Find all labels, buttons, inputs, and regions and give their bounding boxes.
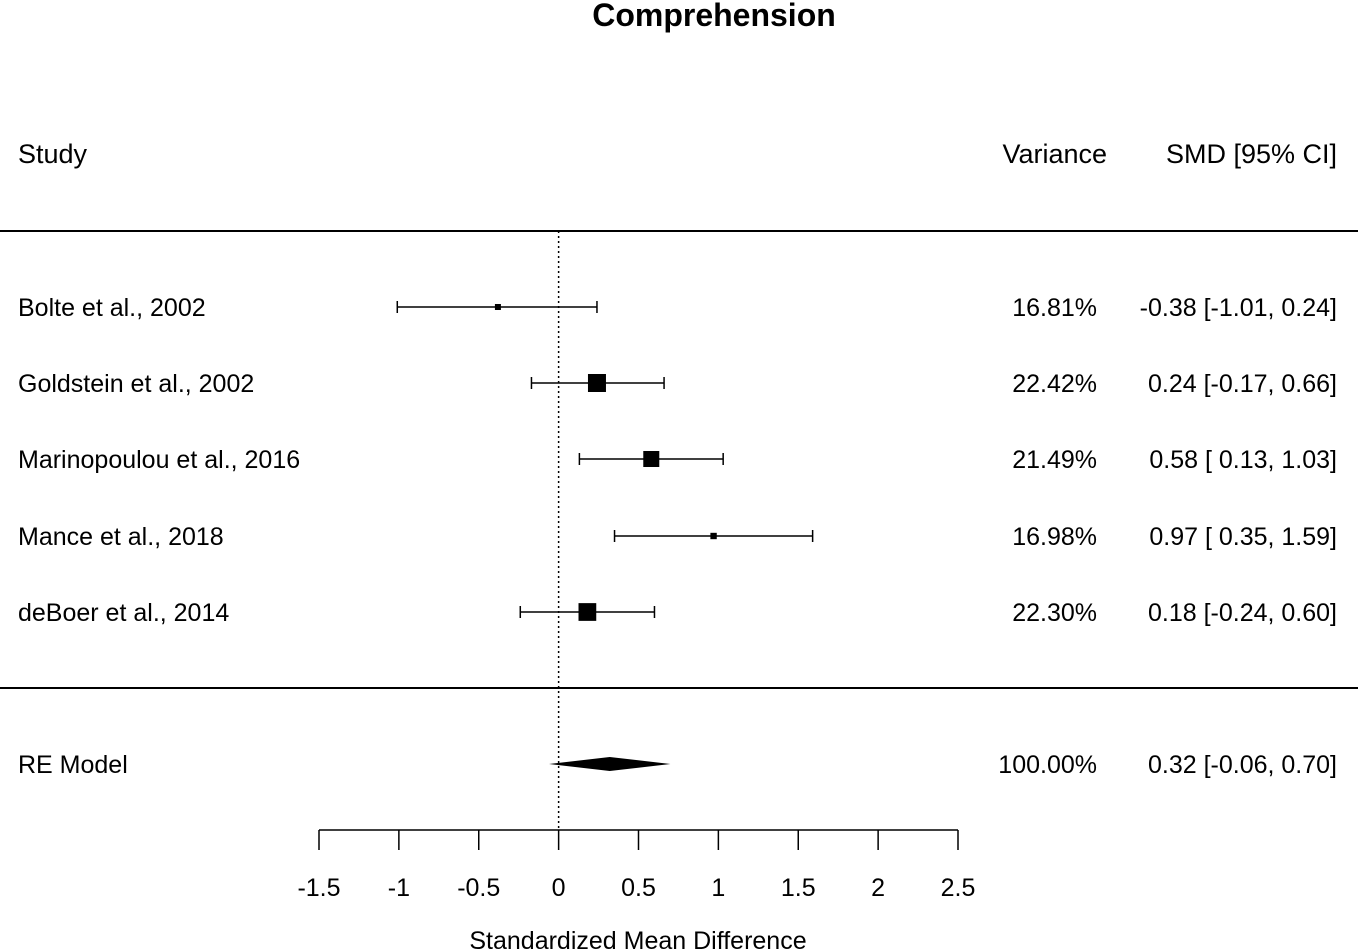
summary-row: RE Model 100.00% 0.32 [-0.06, 0.70] xyxy=(18,751,1337,779)
summary-weight: 100.00% xyxy=(998,751,1097,779)
x-tick-label: 1.5 xyxy=(781,874,816,902)
x-tick-label: 0 xyxy=(552,874,566,902)
point-estimate xyxy=(578,603,597,621)
study-row: Goldstein et al., 2002 22.42% 0.24 [-0.17,… xyxy=(18,370,1337,398)
smd-ci-value: 0.58 [ 0.13, 1.03] xyxy=(1149,446,1337,474)
study-label: Marinopoulou et al., 2016 xyxy=(18,446,300,474)
x-tick-label: 2.5 xyxy=(941,874,976,902)
study-row: Marinopoulou et al., 2016 21.49% 0.58 [ 0.… xyxy=(18,446,1337,474)
x-tick-label: 1 xyxy=(711,874,725,902)
x-axis-label: Standardized Mean Difference xyxy=(469,927,806,951)
summary-diamond xyxy=(549,757,671,771)
x-tick-label: -0.5 xyxy=(457,874,500,902)
x-tick-label: 0.5 xyxy=(621,874,656,902)
header-smd-ci: SMD [95% CI] xyxy=(1166,139,1337,169)
x-tick-label: 2 xyxy=(871,874,885,902)
point-estimate xyxy=(587,374,606,392)
weight-value: 16.98% xyxy=(1012,523,1097,551)
header-variance: Variance xyxy=(1002,139,1107,169)
study-row: Bolte et al., 2002 16.81% -0.38 [-1.01, 0.… xyxy=(18,294,1337,322)
smd-ci-value: -0.38 [-1.01, 0.24] xyxy=(1140,294,1337,322)
study-label: Goldstein et al., 2002 xyxy=(18,370,254,398)
smd-ci-value: 0.97 [ 0.35, 1.59] xyxy=(1149,523,1337,551)
point-estimate xyxy=(494,304,501,310)
point-estimate xyxy=(643,450,660,468)
weight-value: 22.30% xyxy=(1012,599,1097,627)
point-estimate xyxy=(710,532,717,540)
chart-title: Comprehension xyxy=(592,0,836,33)
x-tick-label: -1 xyxy=(388,874,410,902)
summary-ci: 0.32 [-0.06, 0.70] xyxy=(1148,751,1337,779)
header-study: Study xyxy=(18,139,88,169)
x-tick-label: -1.5 xyxy=(297,874,340,902)
weight-value: 21.49% xyxy=(1012,446,1097,474)
study-label: Bolte et al., 2002 xyxy=(18,294,206,322)
weight-value: 16.81% xyxy=(1012,294,1097,322)
study-row: Mance et al., 2018 16.98% 0.97 [ 0.35, 1.5… xyxy=(18,523,1337,551)
study-row: deBoer et al., 2014 22.30% 0.18 [-0.24, 0.… xyxy=(18,599,1337,627)
study-label: Mance et al., 2018 xyxy=(18,523,224,551)
study-label: deBoer et al., 2014 xyxy=(18,599,229,627)
weight-value: 22.42% xyxy=(1012,370,1097,398)
summary-label: RE Model xyxy=(18,751,128,779)
smd-ci-value: 0.18 [-0.24, 0.60] xyxy=(1148,599,1337,627)
smd-ci-value: 0.24 [-0.17, 0.66] xyxy=(1148,370,1337,398)
